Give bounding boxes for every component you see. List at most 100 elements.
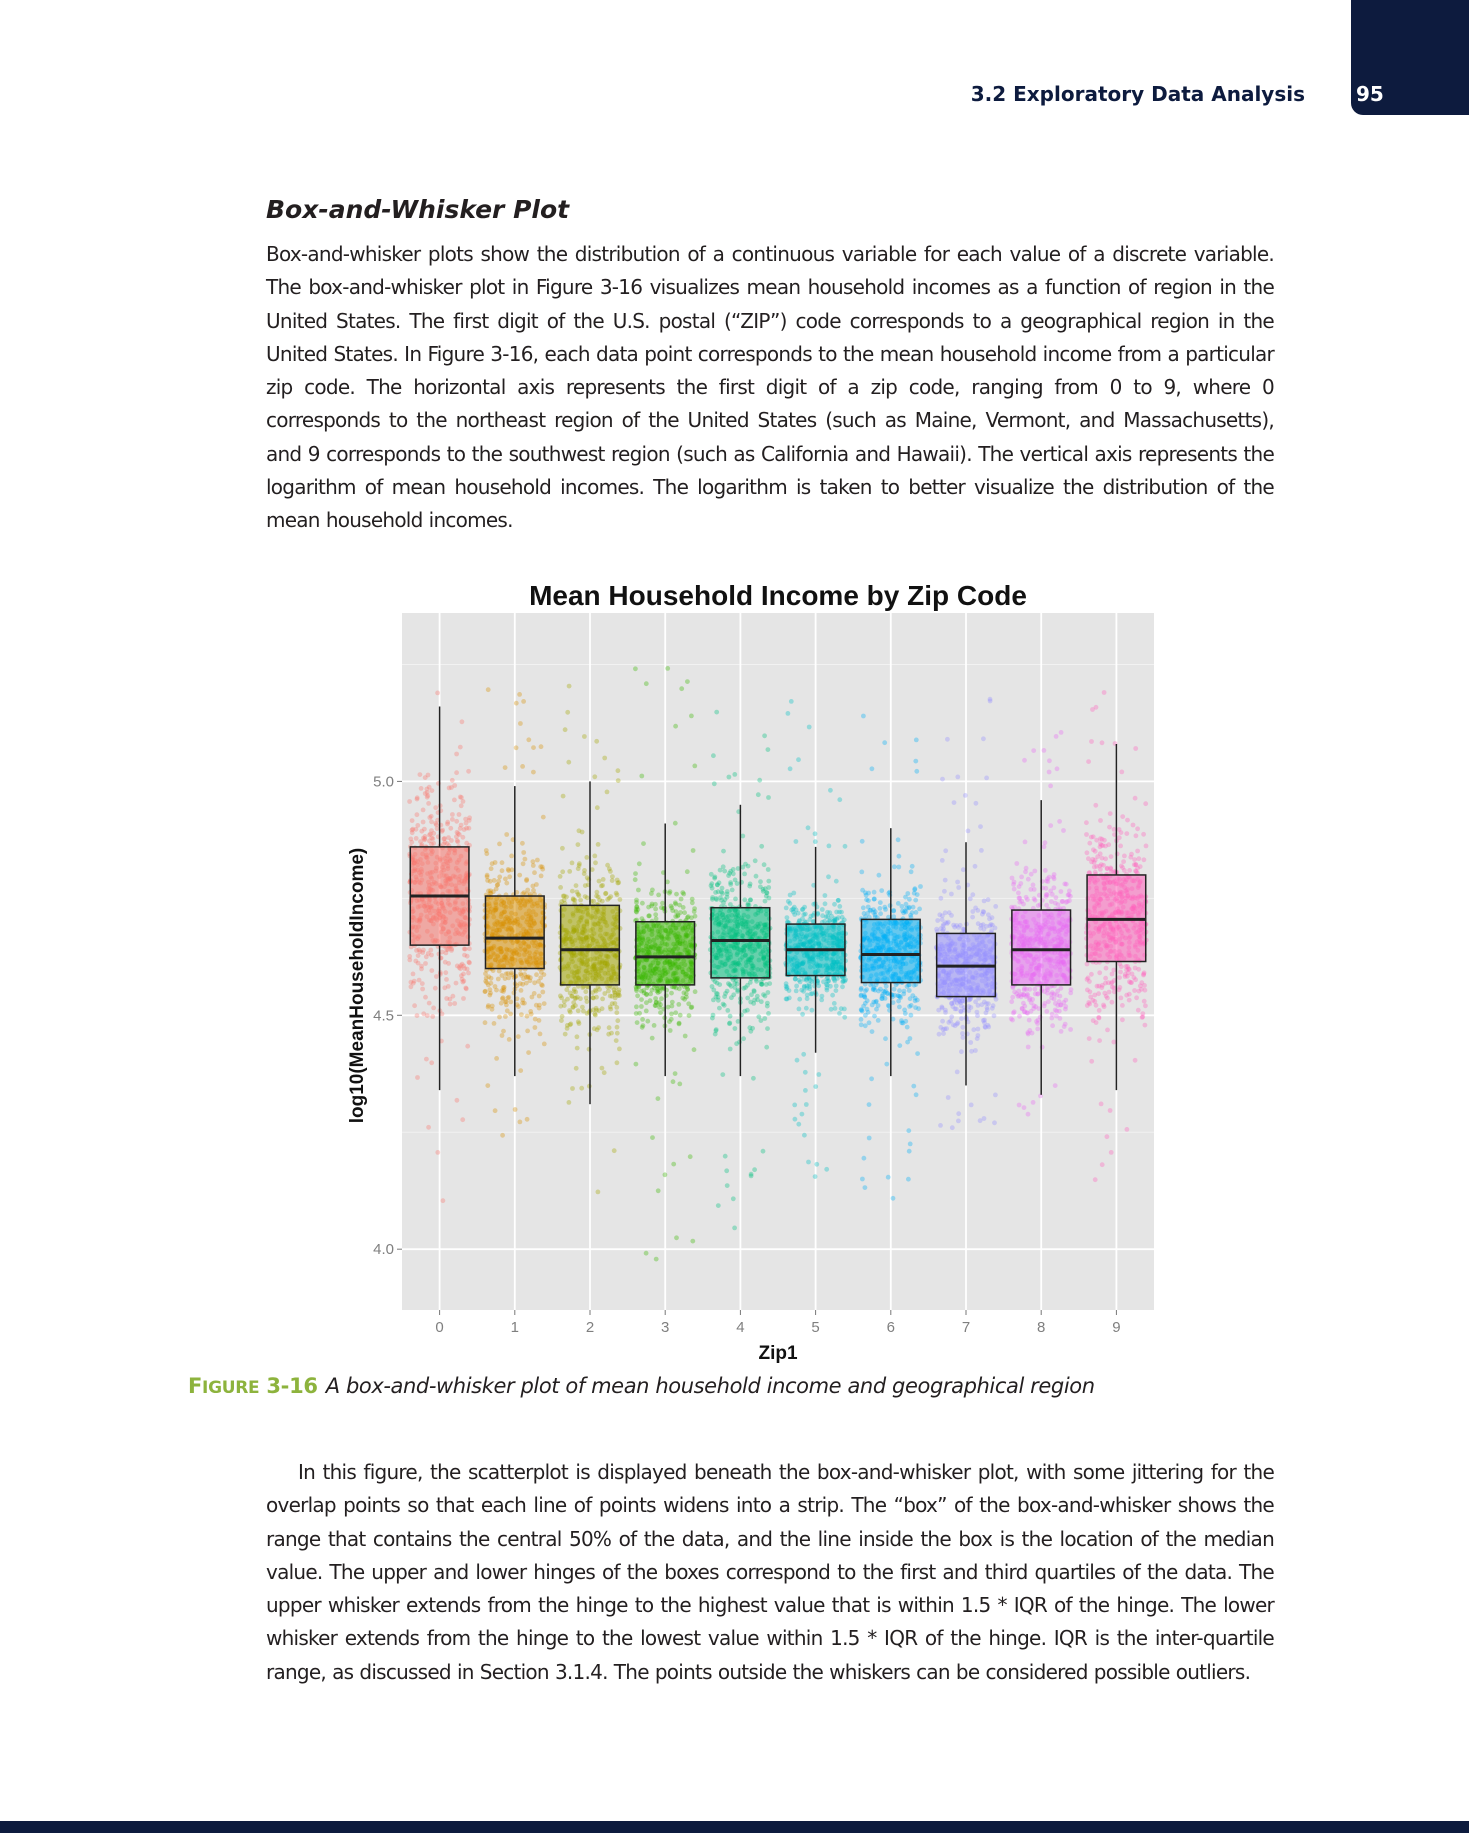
data-point xyxy=(815,910,821,916)
data-point xyxy=(984,1001,989,1006)
data-point xyxy=(1067,888,1072,894)
data-point xyxy=(568,1021,574,1027)
data-point xyxy=(434,826,440,831)
data-point xyxy=(967,997,973,1002)
data-point xyxy=(679,686,685,692)
data-point xyxy=(883,1036,888,1042)
data-point xyxy=(878,911,883,917)
data-point xyxy=(454,818,460,824)
data-point xyxy=(460,979,466,985)
data-point xyxy=(1124,1127,1130,1132)
data-point xyxy=(912,886,918,892)
data-point xyxy=(639,773,645,779)
data-point xyxy=(580,985,586,990)
data-point xyxy=(1102,837,1107,843)
data-point xyxy=(757,777,763,783)
data-point xyxy=(536,979,541,984)
data-point xyxy=(1099,855,1105,861)
data-point xyxy=(1060,899,1065,904)
data-point xyxy=(906,1176,911,1182)
data-point xyxy=(609,1001,615,1006)
data-point xyxy=(876,988,881,994)
data-point xyxy=(899,904,905,909)
data-point xyxy=(955,1020,961,1026)
data-point xyxy=(810,913,816,918)
data-point xyxy=(820,913,825,919)
data-point xyxy=(444,947,450,952)
data-point xyxy=(430,836,436,842)
data-point xyxy=(1056,999,1062,1004)
data-point xyxy=(409,830,415,836)
data-point xyxy=(560,845,565,851)
data-point xyxy=(792,976,798,982)
data-point xyxy=(420,986,425,992)
data-point xyxy=(759,843,765,849)
data-point xyxy=(886,914,891,920)
data-point xyxy=(903,894,908,900)
data-point xyxy=(796,757,801,763)
data-point xyxy=(988,922,994,927)
data-point xyxy=(502,976,508,981)
data-point xyxy=(669,1011,674,1017)
data-point xyxy=(1085,975,1091,981)
data-point xyxy=(1086,1036,1092,1041)
data-point xyxy=(439,1011,445,1017)
data-point xyxy=(1049,995,1054,1001)
data-point xyxy=(862,1185,868,1190)
data-point xyxy=(425,772,431,778)
data-point xyxy=(614,1010,620,1016)
data-point xyxy=(870,987,876,993)
data-point xyxy=(662,905,667,911)
data-point xyxy=(752,1167,757,1173)
data-point xyxy=(634,900,639,905)
data-point xyxy=(514,890,520,895)
data-point xyxy=(653,999,659,1005)
data-point xyxy=(459,719,465,725)
data-point xyxy=(805,975,810,980)
data-point xyxy=(525,974,531,979)
data-point xyxy=(434,822,439,828)
data-point xyxy=(735,987,741,993)
data-point xyxy=(892,864,897,870)
data-point xyxy=(435,1150,441,1155)
data-point xyxy=(758,1018,764,1023)
data-point xyxy=(1096,991,1101,997)
data-point xyxy=(708,883,714,889)
data-point xyxy=(1058,730,1064,735)
data-point xyxy=(761,992,766,997)
data-point xyxy=(1043,892,1049,897)
data-point xyxy=(574,1045,580,1051)
data-point xyxy=(607,866,612,872)
data-point xyxy=(952,1023,958,1029)
data-point xyxy=(1065,892,1071,898)
data-point xyxy=(1094,837,1100,843)
data-point xyxy=(787,901,793,906)
data-point xyxy=(974,1036,980,1041)
data-point xyxy=(824,1166,830,1172)
data-point xyxy=(461,978,467,984)
data-point xyxy=(672,1071,678,1076)
data-point xyxy=(605,862,610,868)
data-point xyxy=(840,978,846,984)
data-point xyxy=(671,1161,677,1167)
data-point xyxy=(562,727,568,733)
data-point xyxy=(1044,985,1050,991)
data-point xyxy=(584,895,590,901)
data-point xyxy=(499,1033,505,1038)
data-point xyxy=(574,994,580,1000)
data-point xyxy=(973,905,978,911)
data-point xyxy=(606,1031,612,1037)
data-point xyxy=(538,873,544,879)
data-point xyxy=(488,975,494,981)
data-point xyxy=(1135,826,1140,832)
data-point xyxy=(463,985,469,991)
data-point xyxy=(1042,989,1047,994)
data-point xyxy=(1057,1016,1063,1021)
data-point xyxy=(816,1072,822,1077)
data-point xyxy=(1025,991,1030,997)
data-point xyxy=(902,1011,908,1016)
data-point xyxy=(959,998,965,1004)
data-point xyxy=(1059,899,1065,904)
data-point xyxy=(910,993,916,998)
data-point xyxy=(726,873,731,878)
